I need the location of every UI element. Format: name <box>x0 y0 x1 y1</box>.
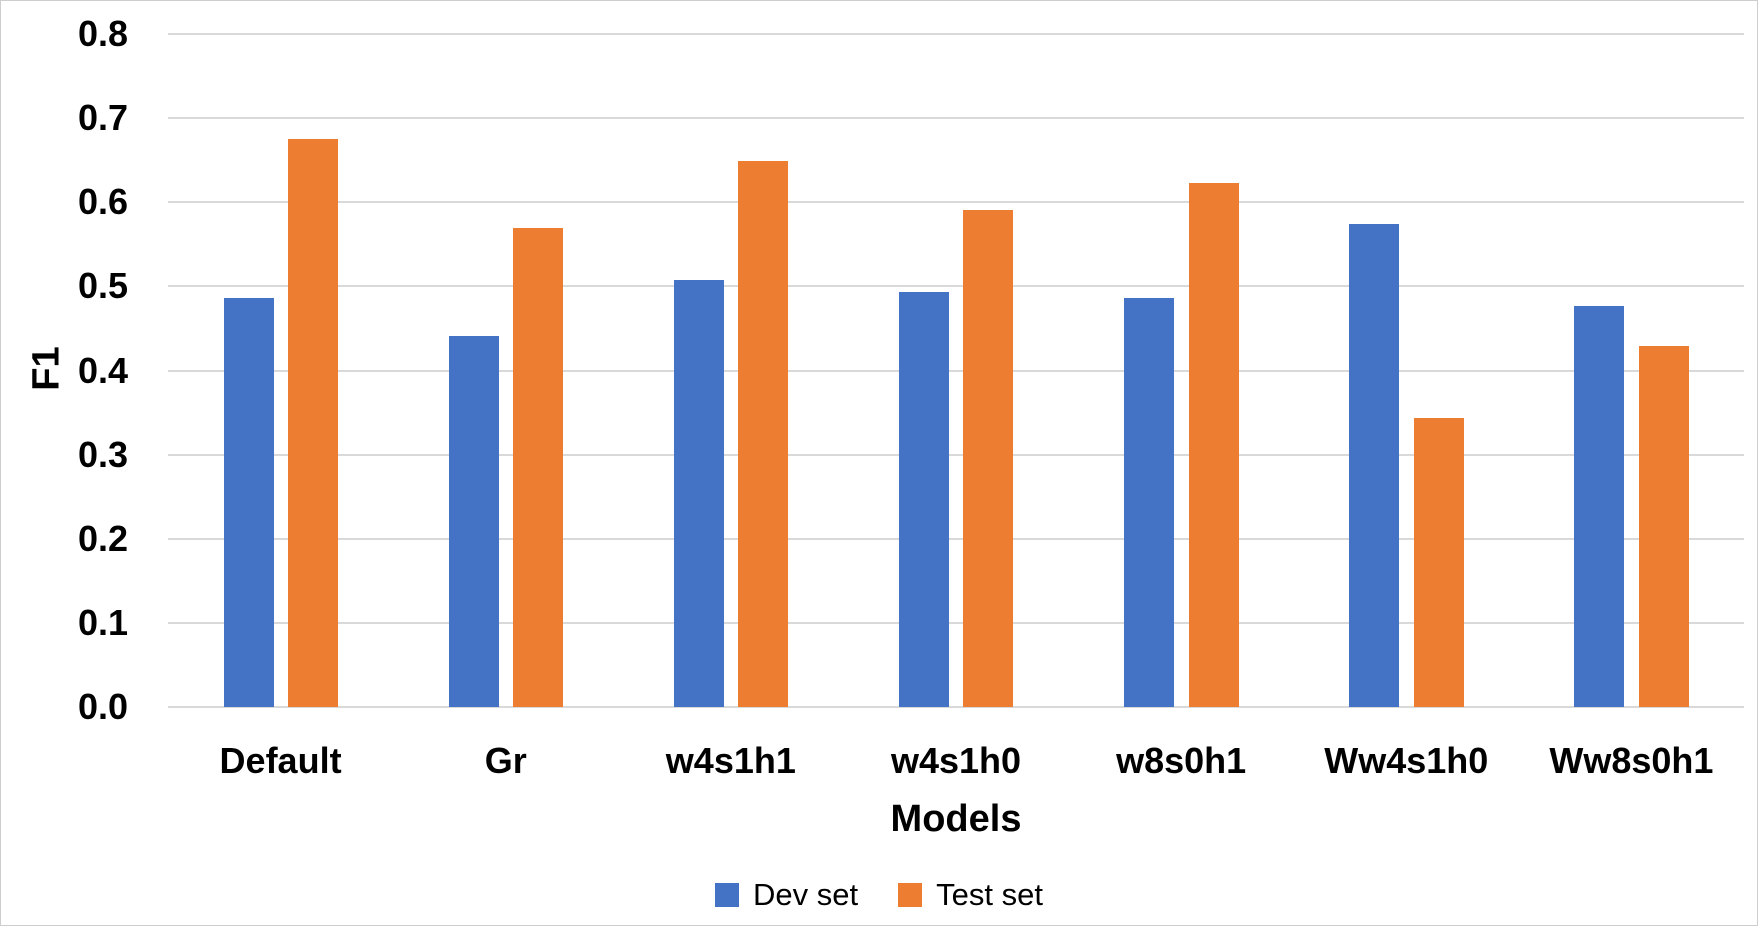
legend-swatch-test-set <box>898 883 923 907</box>
y-tick-label-0-1: 0.1 <box>77 601 128 643</box>
legend-item-dev-set: Dev set <box>715 877 858 913</box>
gridline-0-5 <box>168 285 1744 288</box>
gridline-0-7 <box>168 117 1744 120</box>
x-category-label-default: Default <box>219 740 342 781</box>
bar-dev-set-w8s0h1 <box>1124 298 1175 707</box>
y-tick-label-0-3: 0.3 <box>77 433 128 475</box>
gridline-0-4 <box>168 369 1744 372</box>
gridline-0-6 <box>168 201 1744 204</box>
bar-dev-set-w4s1h0 <box>898 292 949 707</box>
y-tick-label-0-4: 0.4 <box>77 349 128 391</box>
y-axis-title: F1 <box>25 346 68 391</box>
bar-test-set-w4s1h0 <box>963 209 1014 707</box>
gridline-0-8 <box>168 33 1744 35</box>
bar-dev-set-ww8s0h1 <box>1574 305 1625 707</box>
bar-test-set-ww4s1h0 <box>1413 417 1464 707</box>
x-category-label-ww4s1h0: Ww4s1h0 <box>1324 740 1489 781</box>
bar-test-set-w4s1h1 <box>738 161 789 707</box>
gridline-0-0 <box>168 706 1744 708</box>
gridline-0-2 <box>168 537 1744 540</box>
y-tick-label-0-8: 0.8 <box>77 13 128 54</box>
y-tick-label-0-6: 0.6 <box>77 181 128 223</box>
gridline-0-3 <box>168 453 1744 456</box>
legend-swatch-dev-set <box>715 883 740 907</box>
bar-test-set-ww8s0h1 <box>1638 346 1689 707</box>
legend-label-test-set: Test set <box>936 877 1043 912</box>
bar-test-set-w8s0h1 <box>1188 182 1239 707</box>
x-category-label-w4s1h0: w4s1h0 <box>890 740 1022 781</box>
legend-item-test-set: Test set <box>898 877 1043 913</box>
bar-dev-set-ww4s1h0 <box>1349 224 1400 707</box>
bar-test-set-gr <box>513 228 564 707</box>
legend: Dev set Test set <box>1 877 1757 913</box>
y-tick-label-0-2: 0.2 <box>77 517 128 559</box>
bar-dev-set-w4s1h1 <box>673 279 724 707</box>
y-tick-label-0-5: 0.5 <box>77 265 128 307</box>
y-tick-label-0-0: 0.0 <box>77 686 128 727</box>
y-tick-label-0-7: 0.7 <box>77 97 128 139</box>
x-category-label-w4s1h1: w4s1h1 <box>665 740 796 781</box>
legend-label-dev-set: Dev set <box>753 877 859 912</box>
bar-test-set-default <box>288 139 338 707</box>
x-category-label-w8s0h1: w8s0h1 <box>1116 740 1247 781</box>
x-category-label-ww8s0h1: Ww8s0h1 <box>1549 740 1714 781</box>
bar-dev-set-gr <box>448 336 499 707</box>
bar-dev-set-default <box>223 298 274 707</box>
gridline-0-1 <box>168 621 1744 624</box>
x-axis-title: Models <box>890 798 1022 840</box>
x-category-label-gr: Gr <box>484 740 527 781</box>
